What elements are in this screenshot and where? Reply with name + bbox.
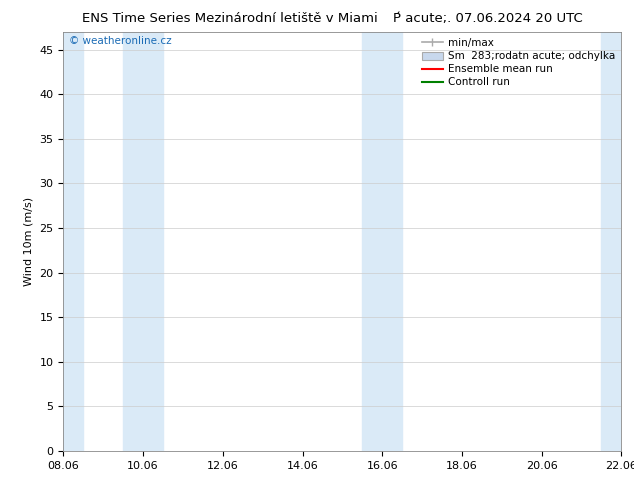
Legend: min/max, Sm  283;rodatn acute; odchylka, Ensemble mean run, Controll run: min/max, Sm 283;rodatn acute; odchylka, …: [418, 34, 619, 92]
Text: Ṕ acute;. 07.06.2024 20 UTC: Ṕ acute;. 07.06.2024 20 UTC: [393, 12, 583, 25]
Bar: [362, 32, 402, 451]
Text: ENS Time Series Mezinárodní letiště v Miami: ENS Time Series Mezinárodní letiště v Mi…: [82, 12, 378, 25]
Bar: [602, 32, 621, 451]
Bar: [63, 32, 83, 451]
Bar: [123, 32, 163, 451]
Y-axis label: Wind 10m (m/s): Wind 10m (m/s): [24, 197, 34, 286]
Text: © weatheronline.cz: © weatheronline.cz: [69, 36, 172, 46]
